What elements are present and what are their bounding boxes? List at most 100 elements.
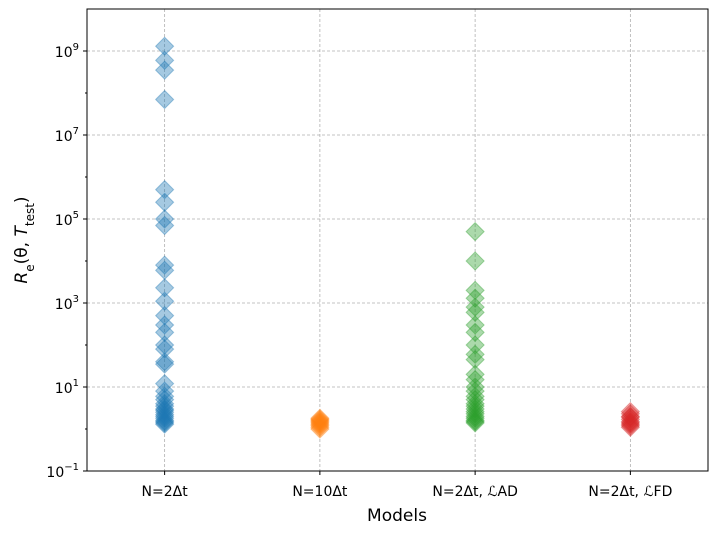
y-tick-exp: 3 bbox=[73, 294, 79, 305]
point bbox=[154, 402, 175, 422]
y-label-part: test bbox=[23, 203, 37, 226]
point bbox=[465, 297, 485, 317]
point bbox=[154, 386, 175, 407]
point bbox=[465, 335, 485, 355]
point bbox=[154, 411, 175, 432]
point bbox=[620, 417, 641, 437]
point bbox=[154, 50, 175, 71]
y-tick-label: 105 bbox=[55, 210, 79, 229]
point bbox=[154, 89, 175, 110]
y-label-part: (θ, bbox=[12, 237, 32, 265]
x-tick-label: N=2Δt, ℒFD bbox=[588, 484, 672, 500]
plot-frame bbox=[86, 8, 709, 472]
point bbox=[465, 322, 485, 343]
y-tick-label: 107 bbox=[55, 126, 79, 145]
y-tick-label: 101 bbox=[55, 378, 79, 397]
point bbox=[154, 399, 175, 419]
x-tick-label: N=2Δt bbox=[142, 484, 189, 500]
y-axis-label: Re(θ, Ttest) bbox=[12, 196, 37, 283]
y-tick-exp: 9 bbox=[73, 42, 79, 53]
point bbox=[310, 417, 330, 437]
point bbox=[465, 302, 485, 323]
y-tick-base: 10 bbox=[55, 45, 73, 61]
point bbox=[465, 396, 485, 416]
point bbox=[620, 406, 641, 427]
point bbox=[465, 394, 485, 414]
point bbox=[154, 260, 175, 281]
point bbox=[465, 251, 485, 271]
y-tick-exp: 5 bbox=[73, 210, 79, 221]
point bbox=[154, 335, 175, 355]
point bbox=[465, 344, 485, 365]
point bbox=[154, 278, 175, 298]
point bbox=[310, 419, 330, 439]
point bbox=[154, 352, 175, 372]
point bbox=[465, 377, 485, 397]
point bbox=[465, 413, 485, 433]
point bbox=[154, 255, 175, 275]
point bbox=[154, 315, 175, 335]
x-tick-label: N=10Δt bbox=[292, 484, 348, 500]
point bbox=[465, 386, 485, 407]
y-tick-label: 103 bbox=[55, 294, 79, 313]
point bbox=[154, 36, 175, 56]
point bbox=[154, 394, 175, 414]
y-tick-label: 10−1 bbox=[46, 462, 79, 481]
point bbox=[154, 413, 175, 433]
point bbox=[154, 354, 175, 374]
point bbox=[620, 411, 641, 432]
point bbox=[154, 404, 175, 425]
point bbox=[465, 315, 485, 335]
point bbox=[465, 364, 485, 385]
y-tick-exp: −1 bbox=[64, 462, 79, 473]
point bbox=[154, 406, 175, 427]
point bbox=[310, 411, 330, 432]
point bbox=[465, 404, 485, 424]
point bbox=[465, 410, 485, 431]
point bbox=[154, 400, 175, 420]
point bbox=[620, 407, 641, 427]
y-label-part: T bbox=[12, 225, 32, 237]
point bbox=[154, 215, 175, 236]
point bbox=[465, 288, 485, 308]
point bbox=[620, 409, 641, 430]
x-axis-label: Models bbox=[367, 506, 427, 526]
y-tick-base: 10 bbox=[55, 129, 73, 145]
point bbox=[310, 415, 330, 436]
point bbox=[310, 414, 330, 434]
point bbox=[154, 389, 175, 410]
point bbox=[154, 60, 175, 80]
point bbox=[465, 280, 485, 301]
y-label-part: ) bbox=[12, 196, 32, 203]
y-tick-base: 10 bbox=[55, 213, 73, 229]
point bbox=[154, 414, 175, 434]
point bbox=[465, 369, 485, 390]
point bbox=[154, 192, 175, 212]
point bbox=[465, 401, 485, 422]
point bbox=[620, 415, 641, 436]
point bbox=[310, 413, 330, 433]
y-tick-exp: 1 bbox=[73, 378, 79, 389]
point bbox=[154, 322, 175, 343]
point bbox=[154, 179, 175, 200]
point bbox=[154, 209, 175, 229]
point bbox=[620, 404, 641, 424]
point bbox=[465, 408, 485, 428]
point bbox=[465, 399, 485, 419]
point bbox=[154, 408, 175, 428]
point bbox=[154, 291, 175, 311]
point bbox=[154, 373, 175, 394]
point bbox=[310, 409, 330, 430]
point bbox=[154, 381, 175, 401]
point bbox=[154, 305, 175, 326]
point bbox=[465, 381, 485, 401]
y-tick-label: 109 bbox=[55, 42, 79, 61]
y-tick-exp: 7 bbox=[73, 126, 79, 137]
point bbox=[620, 414, 641, 434]
y-label-part: R bbox=[12, 272, 32, 284]
x-tick-label: N=2Δt, ℒAD bbox=[432, 484, 518, 500]
point bbox=[310, 408, 330, 428]
point bbox=[620, 401, 641, 422]
y-tick-base: 10 bbox=[55, 381, 73, 397]
